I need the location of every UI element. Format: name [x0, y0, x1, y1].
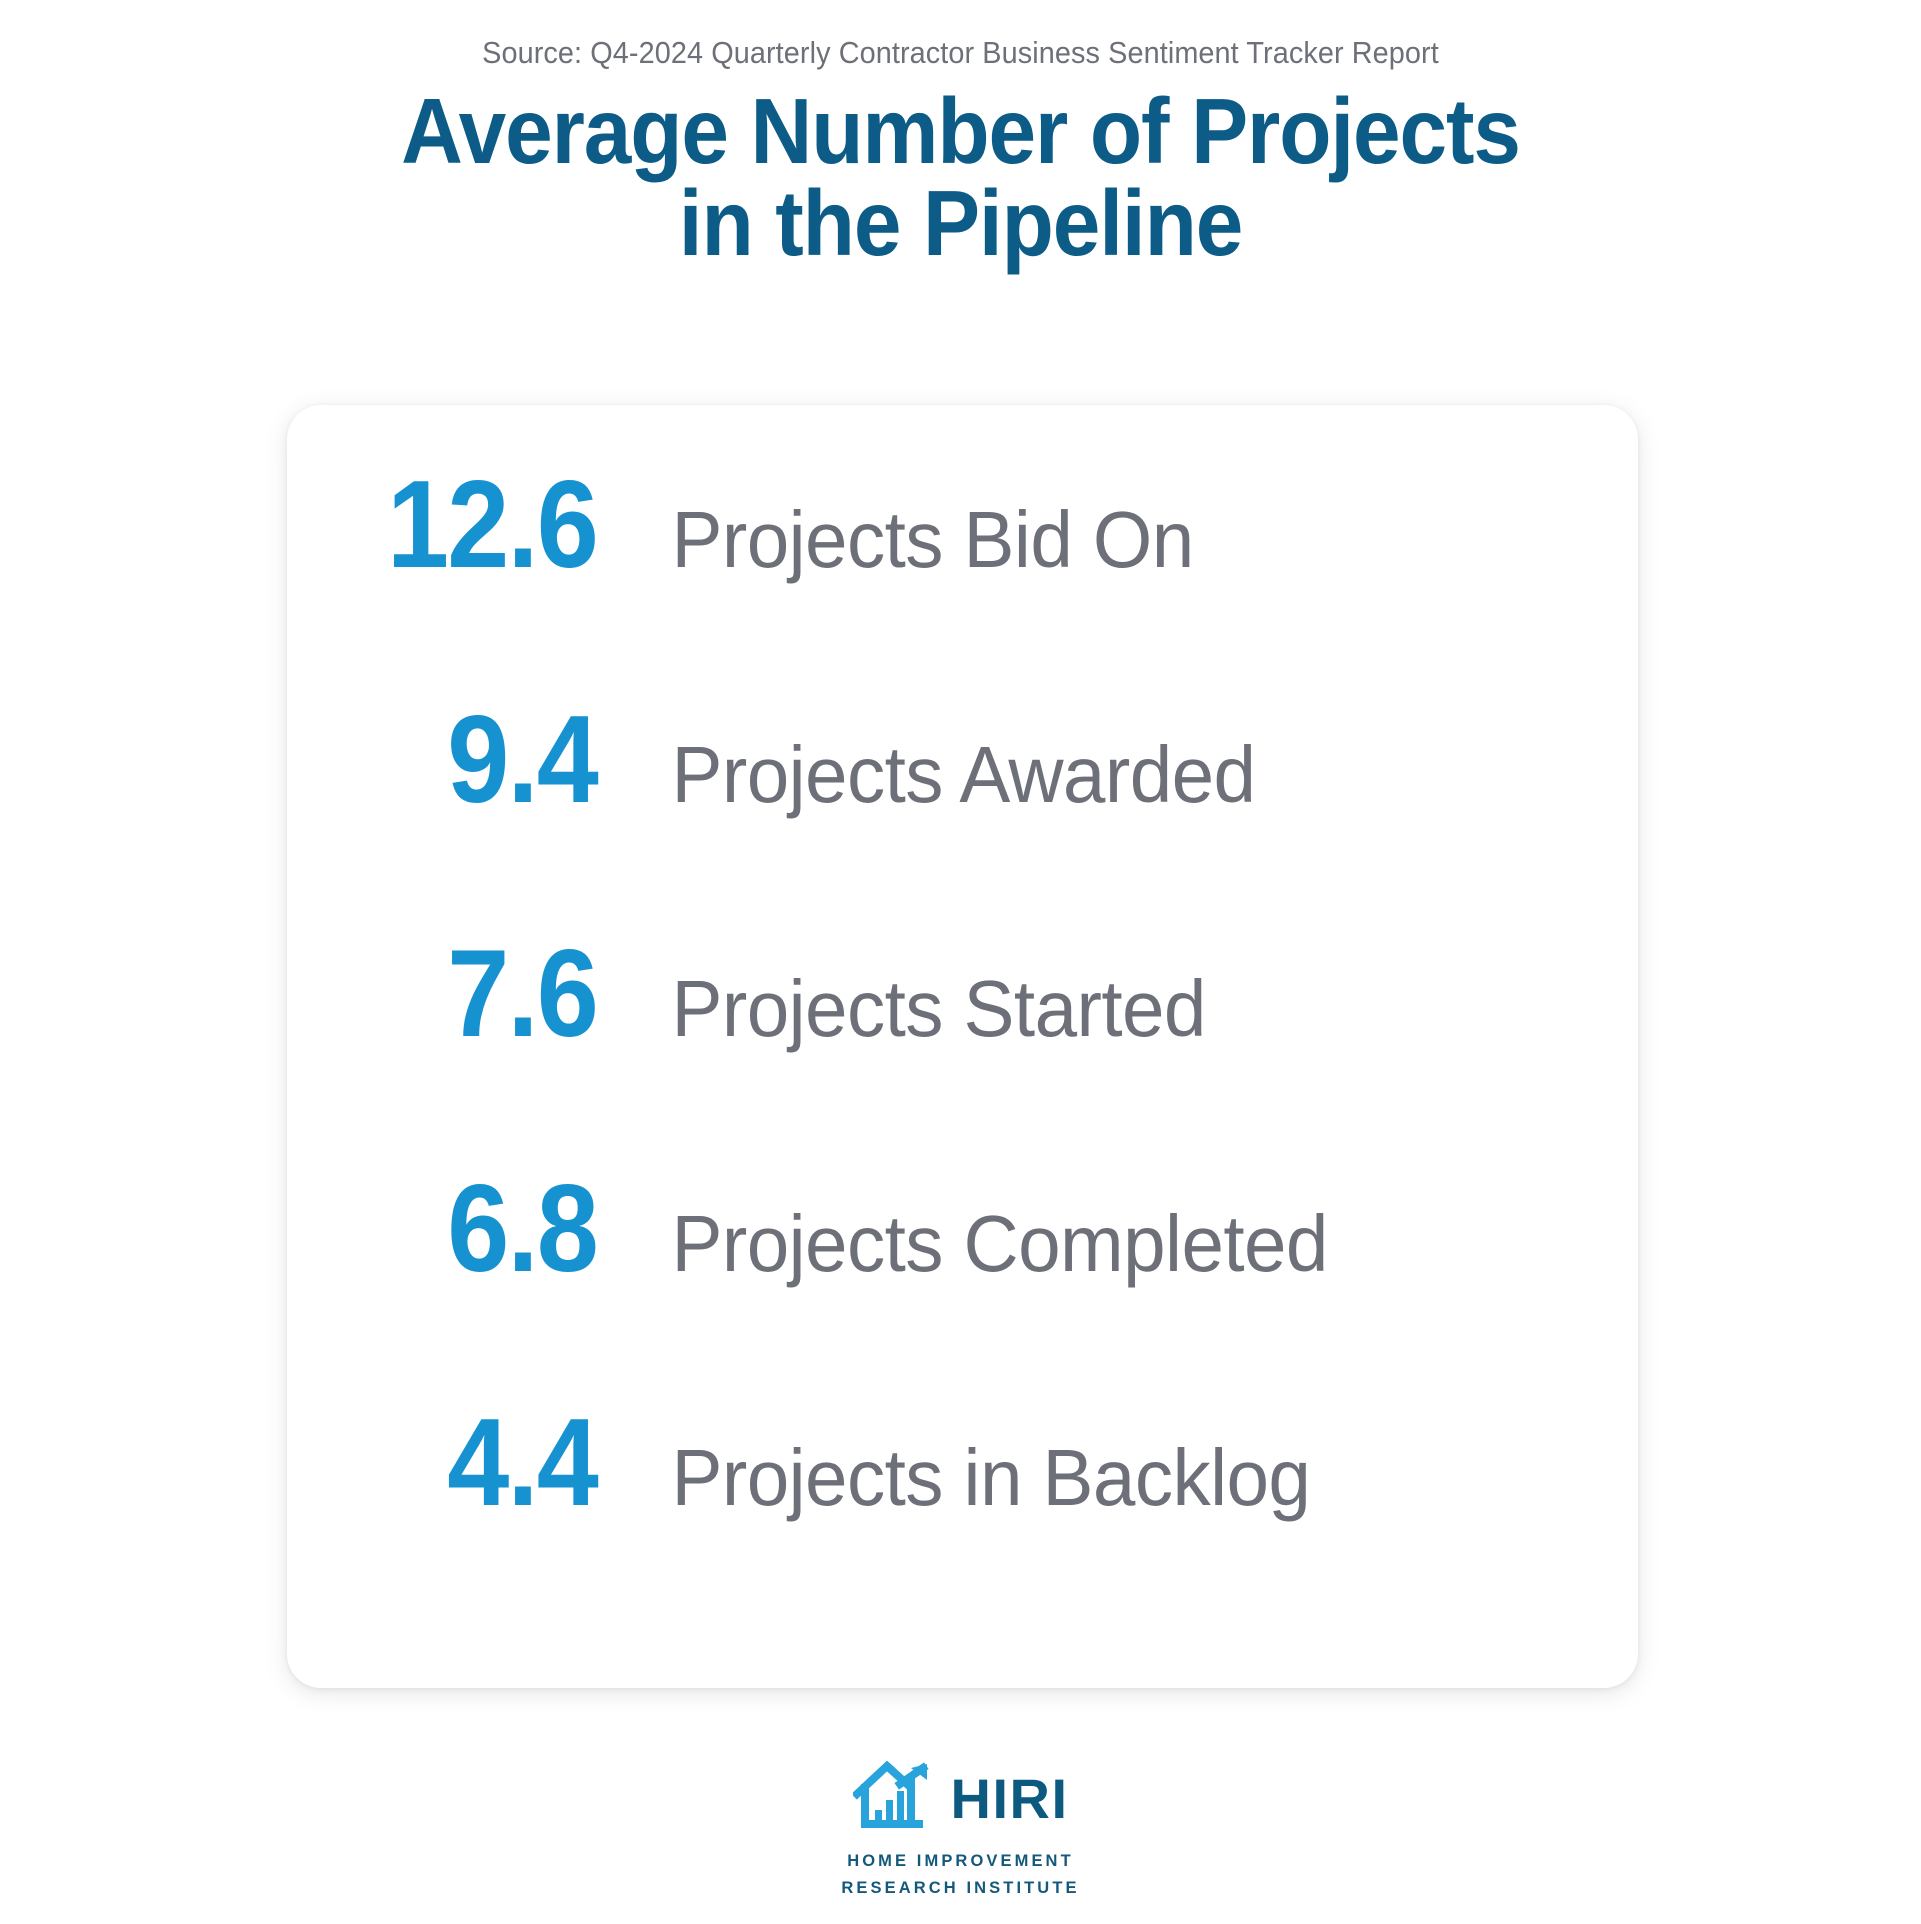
stat-label: Projects Completed [671, 1198, 1328, 1288]
stat-label: Projects Awarded [671, 729, 1256, 819]
stat-value: 4.4 [447, 1394, 599, 1533]
hiri-logo: HIRI HOME IMPROVEMENT RESEARCH INSTITUTE [0, 1758, 1921, 1901]
stat-row: 4.4 Projects in Backlog [307, 1401, 1592, 1636]
stat-label: Projects Bid On [671, 495, 1194, 584]
page-title-line-2: in the Pipeline [678, 171, 1244, 276]
stat-label: Projects in Backlog [671, 1433, 1311, 1523]
stat-value: 6.8 [447, 1159, 599, 1298]
stat-value: 9.4 [447, 690, 599, 829]
logo-wordmark: HIRI [950, 1767, 1069, 1830]
page-title-line-1: Average Number of Projects [401, 79, 1521, 184]
page-title: Average Number of Projects in the Pipeli… [77, 79, 1844, 276]
logo-lockup: HIRI [852, 1758, 1069, 1834]
stat-row: 12.6 Projects Bid On [307, 463, 1592, 698]
stats-card: 12.6 Projects Bid On 9.4 Projects Awarde… [287, 405, 1638, 1688]
stat-row: 9.4 Projects Awarded [307, 698, 1592, 933]
logo-tagline-line-2: RESEARCH INSTITUTE [841, 1878, 1080, 1897]
stat-value: 12.6 [386, 456, 599, 594]
logo-tagline: HOME IMPROVEMENT RESEARCH INSTITUTE [841, 1848, 1079, 1901]
source-line: Source: Q4-2024 Quarterly Contractor Bus… [482, 35, 1439, 70]
house-bar-chart-arrow-icon [852, 1760, 929, 1828]
stat-value: 7.6 [447, 925, 599, 1064]
stat-row: 7.6 Projects Started [307, 932, 1592, 1167]
header: Source: Q4-2024 Quarterly Contractor Bus… [0, 0, 1921, 276]
stat-label: Projects Started [671, 964, 1206, 1054]
stats-card-wrapper: 12.6 Projects Bid On 9.4 Projects Awarde… [287, 405, 1638, 1688]
stat-row: 6.8 Projects Completed [307, 1167, 1592, 1402]
logo-tagline-line-1: HOME IMPROVEMENT [847, 1852, 1074, 1870]
